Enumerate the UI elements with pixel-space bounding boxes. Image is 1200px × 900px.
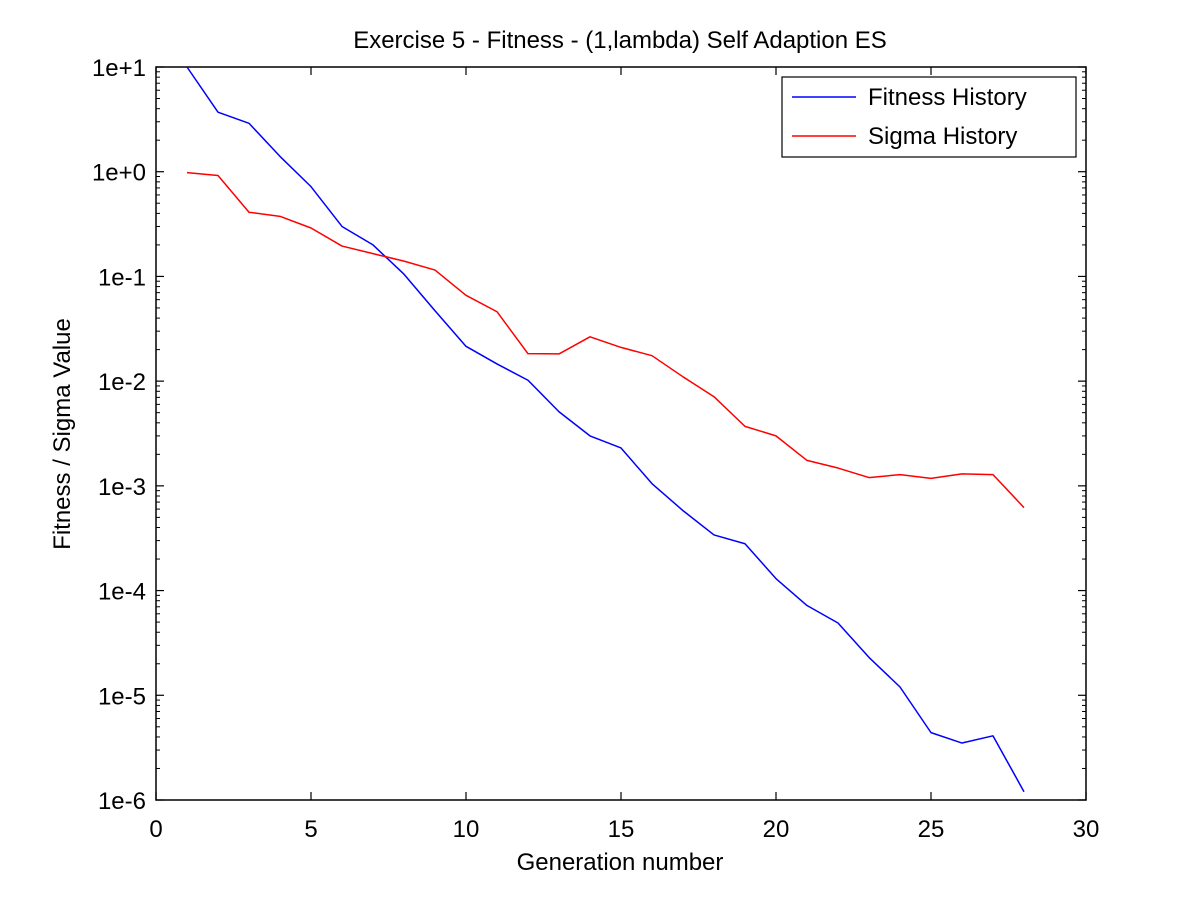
x-tick-label: 30 xyxy=(1073,816,1100,843)
legend: Fitness History Sigma History xyxy=(781,76,1077,158)
y-axis-title: Fitness / Sigma Value xyxy=(49,318,76,550)
x-tick-label: 15 xyxy=(608,816,635,843)
y-tick-label: 1e-6 xyxy=(98,788,146,815)
series-lines xyxy=(186,66,1025,793)
x-axis-title: Generation number xyxy=(517,849,724,876)
legend-label-fitness-history: Fitness History xyxy=(868,84,1027,111)
y-tick-label: 1e-5 xyxy=(98,683,146,710)
y-tick-label: 1e-4 xyxy=(98,579,146,606)
x-tick-label: 25 xyxy=(918,816,945,843)
y-tick-label: 1e+0 xyxy=(92,160,146,187)
y-tick-label: 1e+1 xyxy=(92,55,146,82)
x-tick-label: 10 xyxy=(453,816,480,843)
series-line-fitness-history xyxy=(186,66,1025,793)
legend-box xyxy=(781,76,1077,158)
y-tick-label: 1e-2 xyxy=(98,369,146,396)
x-tick-label: 5 xyxy=(304,816,317,843)
y-tick-label: 1e-3 xyxy=(98,474,146,501)
axis-ticks: 0 5 10 15 20 25 30 1e+1 1e+0 1e-1 1e-2 1e-3 1e-4 1e-5… xyxy=(92,55,1099,843)
plot-area: 0 5 10 15 20 25 30 1e+1 1e+0 1e-1 1e-2 1e-3 1e-4 1e-5… xyxy=(92,55,1099,843)
x-tick-label: 0 xyxy=(149,816,162,843)
legend-label-sigma-history: Sigma History xyxy=(868,123,1017,150)
x-tick-label: 20 xyxy=(763,816,790,843)
chart-title: Exercise 5 - Fitness - (1,lambda) Self A… xyxy=(353,27,887,54)
y-tick-label: 1e-1 xyxy=(98,264,146,291)
series-line-sigma-history xyxy=(186,171,1025,509)
plot-frame xyxy=(155,66,1087,801)
